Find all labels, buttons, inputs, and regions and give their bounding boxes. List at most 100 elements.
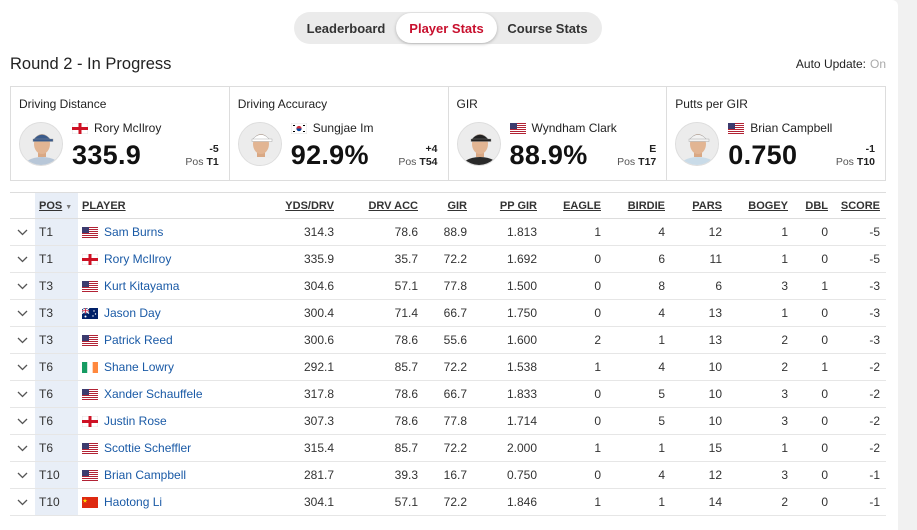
col-header-pos[interactable]: POS ▼ (35, 192, 78, 219)
player-cell[interactable]: Xander Schauffele (78, 380, 270, 408)
player-cell[interactable]: Haotong Li (78, 488, 270, 516)
player-name-link[interactable]: Scottie Scheffler (104, 441, 192, 455)
chevron-down-icon[interactable] (17, 468, 28, 482)
expand-row-cell[interactable] (10, 434, 35, 462)
pars-cell: 10 (671, 407, 728, 435)
player-cell[interactable]: Shane Lowry (78, 353, 270, 381)
stat-card-driving-accuracy[interactable]: Driving Accuracy Sungjae Im 92.9% +4 Pos T54 (230, 87, 449, 180)
chevron-down-icon[interactable] (17, 441, 28, 455)
player-name-link[interactable]: Xander Schauffele (104, 387, 203, 401)
tab-leaderboard[interactable]: Leaderboard (306, 20, 386, 36)
expand-row-cell[interactable] (10, 488, 35, 516)
birdie-cell: 1 (607, 488, 671, 516)
chevron-down-icon[interactable] (17, 387, 28, 401)
expand-row-cell[interactable] (10, 326, 35, 354)
stat-card-putts-per-gir[interactable]: Putts per GIR Brian Campbell 0.750 -1 Pos T10 (667, 87, 885, 180)
gir-cell: 72.2 (424, 353, 473, 381)
stat-card-player-name: Sungjae Im (312, 121, 374, 135)
expand-row-cell[interactable] (10, 272, 35, 300)
col-header-gir[interactable]: GIR (424, 192, 473, 219)
player-cell[interactable]: Brian Campbell (78, 461, 270, 489)
score-cell: -3 (834, 272, 886, 300)
stat-card-player[interactable]: Sungjae Im (290, 121, 374, 135)
expand-row-cell[interactable] (10, 245, 35, 273)
player-name-link[interactable]: Patrick Reed (104, 333, 173, 347)
pos-cell: T10 (35, 488, 78, 516)
yds-cell: 314.3 (270, 218, 340, 246)
table-row[interactable]: T3 Jason Day 300.4 71.4 66.7 1.750 0 4 13 1 0 -3 (10, 299, 886, 327)
pos-cell: T3 (35, 326, 78, 354)
player-cell[interactable]: Patrick Reed (78, 326, 270, 354)
table-header-row: POS ▼ PLAYER YDS/DRV DRV ACC GIR PP GIR E… (10, 192, 886, 219)
chevron-down-icon[interactable] (17, 414, 28, 428)
expand-row-cell[interactable] (10, 218, 35, 246)
player-cell[interactable]: Sam Burns (78, 218, 270, 246)
stat-card-player[interactable]: Brian Campbell (728, 121, 832, 135)
table-row[interactable]: T1 Rory McIlroy 335.9 35.7 72.2 1.692 0 6 11 1 0 -5 (10, 245, 886, 273)
stat-card-player[interactable]: Rory McIlroy (71, 121, 161, 135)
table-row[interactable]: T3 Patrick Reed 300.6 78.6 55.6 1.600 2 1 13 2 0 -3 (10, 326, 886, 354)
col-header-eagle[interactable]: EAGLE (543, 192, 607, 219)
col-header-bogey[interactable]: BOGEY (728, 192, 794, 219)
auto-update-toggle[interactable]: On (869, 57, 886, 71)
chevron-down-icon[interactable] (17, 333, 28, 347)
expand-row-cell[interactable] (10, 461, 35, 489)
chevron-down-icon[interactable] (17, 279, 28, 293)
table-row[interactable]: T6 Shane Lowry 292.1 85.7 72.2 1.538 1 4 10 2 1 -2 (10, 353, 886, 381)
player-name-link[interactable]: Justin Rose (104, 414, 167, 428)
player-name-link[interactable]: Jason Day (104, 306, 161, 320)
pos-cell: T6 (35, 407, 78, 435)
score-cell: -3 (834, 299, 886, 327)
auto-update[interactable]: Auto Update: On (796, 57, 886, 71)
chevron-down-icon[interactable] (17, 306, 28, 320)
usa-flag-icon (728, 122, 745, 134)
stat-card-gir[interactable]: GIR Wyndham Clark 88.9% E Pos T17 (449, 87, 668, 180)
stat-card-player[interactable]: Wyndham Clark (509, 121, 617, 135)
player-cell[interactable]: Rory McIlroy (78, 245, 270, 273)
player-name-link[interactable]: Kurt Kitayama (104, 279, 180, 293)
col-header-drv-acc[interactable]: DRV ACC (340, 192, 424, 219)
player-name-link[interactable]: Shane Lowry (104, 360, 175, 374)
player-cell[interactable]: Jason Day (78, 299, 270, 327)
expand-row-cell[interactable] (10, 299, 35, 327)
col-header-pars[interactable]: PARS (671, 192, 728, 219)
player-cell[interactable]: Kurt Kitayama (78, 272, 270, 300)
player-name-link[interactable]: Brian Campbell (104, 468, 187, 482)
stat-card-driving-distance[interactable]: Driving Distance Rory McIlroy 335.9 -5 Pos T1 (11, 87, 230, 180)
col-header-birdie[interactable]: BIRDIE (607, 192, 671, 219)
score-cell: -2 (834, 407, 886, 435)
gir-cell: 16.7 (424, 461, 473, 489)
usa-flag-icon (82, 281, 98, 293)
dbl-cell: 0 (794, 326, 834, 354)
col-header-pp-gir[interactable]: PP GIR (473, 192, 543, 219)
chevron-down-icon[interactable] (17, 360, 28, 374)
col-header-yds-drv[interactable]: YDS/DRV (270, 192, 340, 219)
england-flag-icon (81, 416, 99, 428)
expand-row-cell[interactable] (10, 353, 35, 381)
table-row[interactable]: T1 Sam Burns 314.3 78.6 88.9 1.813 1 4 12 1 0 -5 (10, 218, 886, 246)
table-row[interactable]: T3 Kurt Kitayama 304.6 57.1 77.8 1.500 0 8 6 3 1 -3 (10, 272, 886, 300)
chevron-down-icon[interactable] (17, 252, 28, 266)
yds-cell: 307.3 (270, 407, 340, 435)
player-cell[interactable]: Justin Rose (78, 407, 270, 435)
player-name-link[interactable]: Sam Burns (104, 225, 164, 239)
table-row[interactable]: T10 Haotong Li 304.1 57.1 72.2 1.846 1 1 14 2 0 -1 (10, 488, 886, 516)
player-cell[interactable]: Scottie Scheffler (78, 434, 270, 462)
chevron-down-icon[interactable] (17, 225, 28, 239)
expand-row-cell[interactable] (10, 380, 35, 408)
table-row[interactable]: T6 Scottie Scheffler 315.4 85.7 72.2 2.000 1 1 1… (10, 434, 886, 462)
score-cell: -5 (834, 218, 886, 246)
col-header-score[interactable]: SCORE (834, 192, 886, 219)
player-name-link[interactable]: Rory McIlroy (104, 252, 172, 266)
tab-course-stats[interactable]: Course Stats (507, 20, 588, 36)
col-header-dbl[interactable]: DBL (794, 192, 834, 219)
expand-row-cell[interactable] (10, 407, 35, 435)
col-header-player[interactable]: PLAYER (78, 192, 270, 219)
player-name-link[interactable]: Haotong Li (104, 495, 163, 509)
table-row[interactable]: T10 Brian Campbell 281.7 39.3 16.7 0.750 0 4 12 3… (10, 461, 886, 489)
chevron-down-icon[interactable] (17, 495, 28, 509)
stat-card-value: 92.9% (290, 140, 369, 170)
table-row[interactable]: T6 Xander Schauffele 317.8 78.6 66.7 1.833 0 5 1… (10, 380, 886, 408)
tab-player-stats[interactable]: Player Stats (396, 13, 497, 43)
table-row[interactable]: T6 Justin Rose 307.3 78.6 77.8 1.714 0 5 10 3 0 -2 (10, 407, 886, 435)
